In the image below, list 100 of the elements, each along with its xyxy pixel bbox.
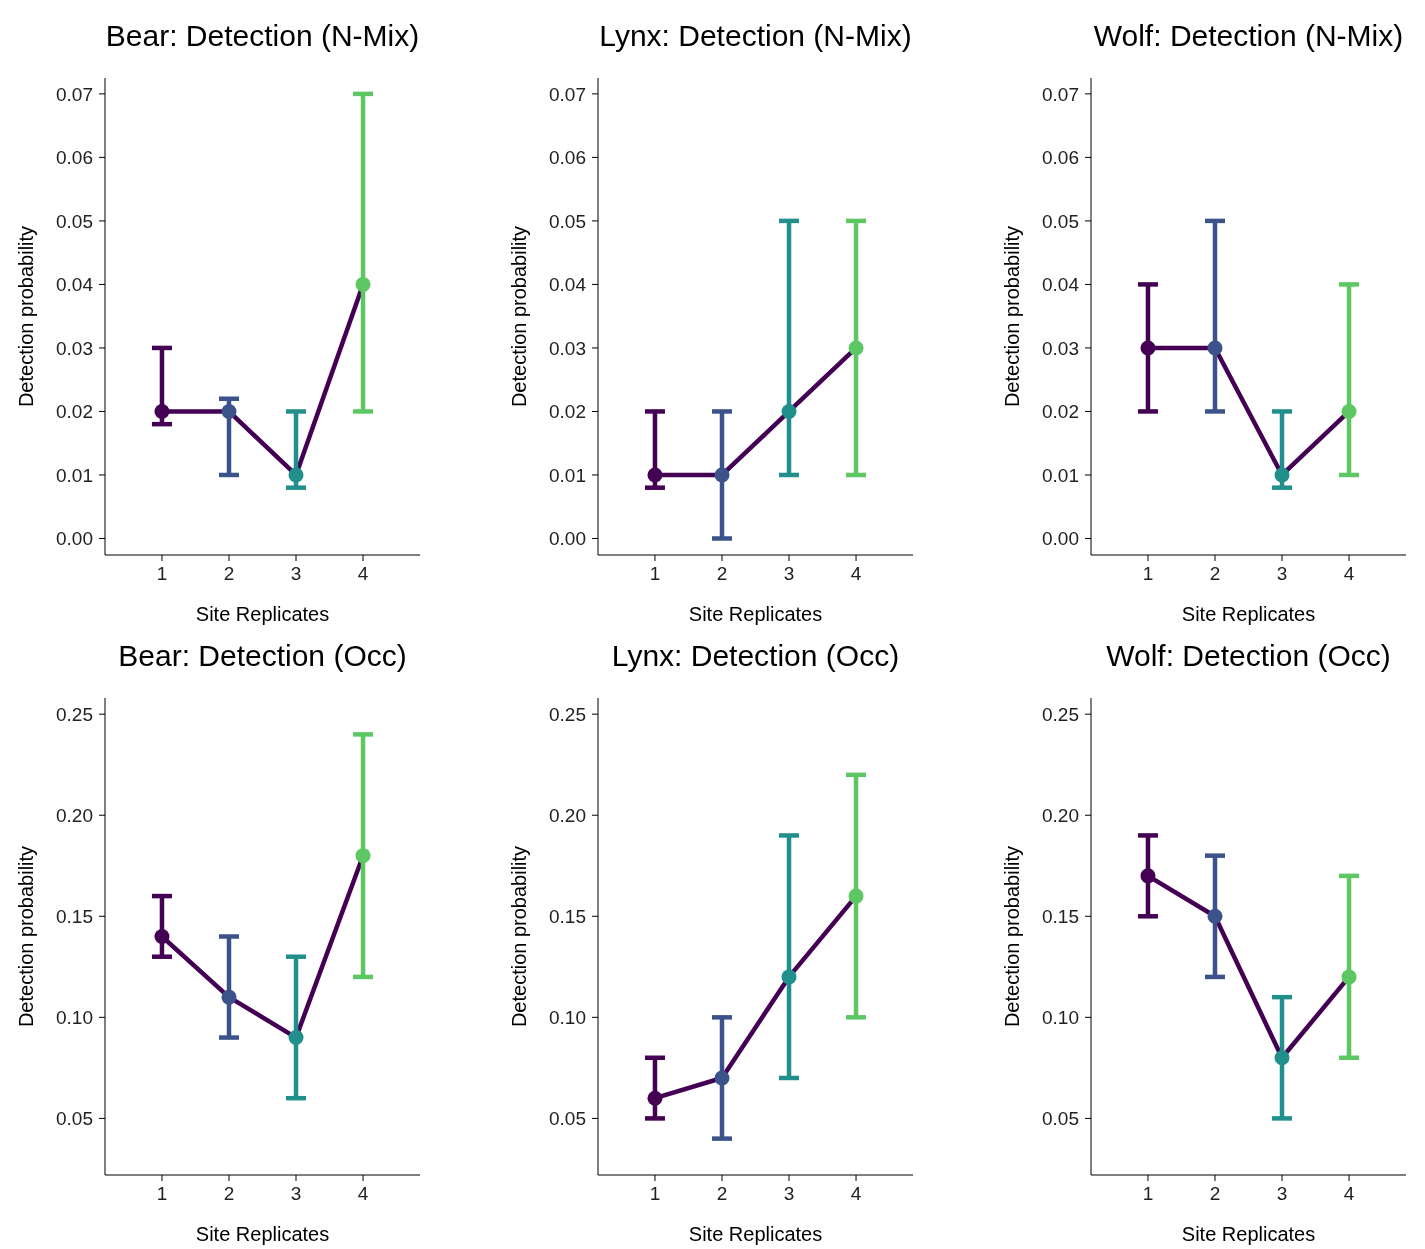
x-axis-title: Site Replicates — [1181, 1223, 1316, 1245]
x-tick-label: 1 — [156, 563, 168, 584]
point — [714, 467, 730, 483]
point — [1341, 403, 1357, 419]
point — [781, 403, 797, 419]
y-axis-title: Detection probability — [508, 845, 530, 1028]
y-tick-label: 0.05 — [1042, 1108, 1079, 1130]
point — [848, 340, 864, 356]
y-axis-title: Detection probability — [508, 225, 530, 408]
point — [221, 989, 237, 1005]
y-tick-label: 0.01 — [1042, 464, 1079, 486]
y-tick-label: 0.06 — [549, 147, 586, 169]
x-tick-label: 2 — [1209, 563, 1221, 584]
y-tick-label: 0.10 — [549, 1007, 586, 1028]
y-tick-label: 0.03 — [549, 337, 586, 359]
y-tick-label: 0.05 — [549, 1108, 586, 1130]
y-tick-label: 0.01 — [56, 464, 93, 486]
y-tick-label: 0.20 — [1042, 804, 1079, 826]
x-tick-label: 3 — [1276, 563, 1288, 584]
y-tick-label: 0.03 — [56, 337, 93, 359]
y-tick-label: 0.02 — [1042, 401, 1079, 423]
y-tick-label: 0.05 — [56, 210, 93, 232]
x-tick-label: 1 — [1142, 563, 1154, 584]
point — [288, 467, 304, 483]
point — [647, 1090, 663, 1106]
point — [154, 929, 170, 944]
chart-title: Bear: Detection (N-Mix) — [105, 19, 420, 52]
point — [781, 969, 797, 985]
y-tick-label: 0.15 — [56, 905, 93, 927]
x-tick-label: 4 — [357, 563, 369, 584]
y-axis-title: Detection probability — [15, 845, 37, 1028]
y-axis-title: Detection probability — [1001, 845, 1023, 1028]
y-tick-label: 0.02 — [549, 401, 586, 423]
y-tick-label: 0.03 — [1042, 337, 1079, 359]
point — [154, 403, 170, 419]
point — [714, 1070, 730, 1086]
y-tick-label: 0.25 — [56, 703, 93, 725]
x-tick-label: 3 — [783, 563, 795, 584]
y-tick-label: 0.20 — [549, 804, 586, 826]
x-tick-label: 4 — [1343, 1183, 1355, 1204]
y-tick-label: 0.15 — [549, 905, 586, 927]
chart-title: Lynx: Detection (N-Mix) — [599, 19, 912, 52]
x-tick-label: 2 — [223, 1183, 235, 1204]
x-tick-label: 1 — [649, 563, 661, 584]
point — [1140, 340, 1156, 356]
x-tick-label: 4 — [1343, 563, 1355, 584]
point — [848, 888, 864, 904]
x-tick-label: 3 — [1276, 1183, 1288, 1204]
x-axis-title: Site Replicates — [688, 603, 823, 625]
y-tick-label: 0.06 — [1042, 147, 1079, 169]
y-tick-label: 0.07 — [56, 83, 93, 105]
x-tick-label: 1 — [156, 1183, 168, 1204]
x-tick-label: 2 — [1209, 1183, 1221, 1204]
x-tick-label: 3 — [290, 563, 302, 584]
point — [1207, 908, 1223, 924]
y-tick-label: 0.05 — [56, 1108, 93, 1130]
x-tick-label: 3 — [290, 1183, 302, 1204]
x-tick-label: 2 — [223, 563, 235, 584]
x-axis-title: Site Replicates — [195, 603, 330, 625]
y-axis-title: Detection probability — [1001, 225, 1023, 408]
point — [1207, 340, 1223, 356]
y-tick-label: 0.00 — [1042, 528, 1079, 550]
y-tick-label: 0.05 — [549, 210, 586, 232]
x-tick-label: 2 — [716, 1183, 728, 1204]
y-tick-label: 0.00 — [56, 528, 93, 550]
chart-title: Wolf: Detection (N-Mix) — [1093, 19, 1404, 52]
y-tick-label: 0.25 — [1042, 703, 1079, 725]
chart-title: Wolf: Detection (Occ) — [1106, 639, 1391, 672]
point — [1140, 868, 1156, 884]
y-tick-label: 0.06 — [56, 147, 93, 169]
x-tick-label: 4 — [850, 563, 862, 584]
point — [647, 467, 663, 483]
point — [288, 1030, 304, 1046]
y-tick-label: 0.07 — [1042, 83, 1079, 105]
x-tick-label: 1 — [649, 1183, 661, 1204]
point — [355, 276, 371, 292]
point — [1341, 969, 1357, 985]
x-axis-title: Site Replicates — [1181, 603, 1316, 625]
x-tick-label: 3 — [783, 1183, 795, 1204]
y-tick-label: 0.10 — [56, 1007, 93, 1028]
point — [221, 403, 237, 419]
y-axis-title: Detection probability — [15, 225, 37, 408]
x-tick-label: 4 — [850, 1183, 862, 1204]
y-tick-label: 0.04 — [1042, 274, 1080, 296]
y-tick-label: 0.00 — [549, 528, 586, 550]
y-tick-label: 0.15 — [1042, 905, 1079, 927]
chart-title: Bear: Detection (Occ) — [118, 639, 407, 672]
point — [355, 848, 371, 864]
x-tick-label: 2 — [716, 563, 728, 584]
y-tick-label: 0.04 — [56, 274, 94, 296]
x-axis-title: Site Replicates — [688, 1223, 823, 1245]
x-tick-label: 1 — [1142, 1183, 1154, 1204]
x-tick-label: 4 — [357, 1183, 369, 1204]
point — [1274, 1050, 1290, 1066]
point — [1274, 467, 1290, 483]
y-tick-label: 0.04 — [549, 274, 587, 296]
y-tick-label: 0.07 — [549, 83, 586, 105]
chart-title: Lynx: Detection (Occ) — [611, 639, 900, 672]
x-axis-title: Site Replicates — [195, 1223, 330, 1245]
y-tick-label: 0.02 — [56, 401, 93, 423]
